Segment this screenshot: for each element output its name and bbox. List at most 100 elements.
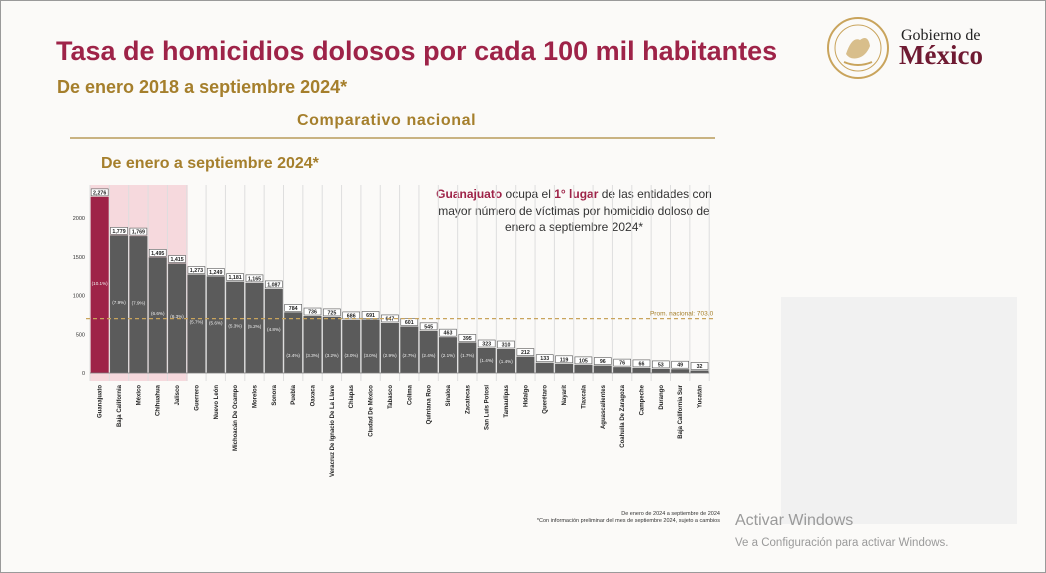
category-label: Chihuahua	[156, 384, 162, 416]
percent-label: (5.7%)	[190, 320, 204, 325]
bar	[187, 274, 206, 373]
value-label: 736	[308, 310, 317, 316]
coat-of-arms-logo	[827, 17, 889, 79]
value-label: 76	[619, 361, 625, 367]
percent-label: (2.9%)	[383, 353, 397, 358]
value-label-box	[245, 274, 264, 283]
percent-label: (3.0%)	[364, 353, 378, 358]
bar	[632, 367, 651, 373]
value-label: 66	[639, 361, 645, 367]
average-label: Prom. nacional: 703.0	[650, 311, 714, 318]
value-label-box	[613, 358, 631, 367]
percent-label: (5.2%)	[248, 324, 262, 329]
percent-label: (5.6%)	[209, 321, 223, 326]
value-label: 49	[677, 363, 683, 369]
value-label-box	[535, 354, 554, 363]
percent-label: (6.6%)	[151, 311, 165, 316]
bar	[477, 348, 496, 373]
value-label: 647	[386, 316, 395, 322]
percent-label: (10.1%)	[92, 281, 109, 286]
value-label-box	[632, 359, 651, 368]
bar	[284, 312, 303, 373]
category-label: Hidalgo	[523, 385, 529, 407]
value-label: 105	[579, 358, 588, 364]
note-state: Guanajuato	[436, 187, 503, 201]
category-label: Durango	[659, 385, 665, 410]
value-label: 1,273	[190, 268, 203, 274]
value-label-box	[90, 188, 109, 197]
percent-label: (3.3%)	[306, 353, 320, 358]
value-label-box	[361, 311, 380, 319]
value-label: 1,165	[248, 276, 261, 282]
value-label: 310	[502, 343, 511, 349]
category-label: Jalisco	[175, 385, 181, 406]
category-label: Baja California Sur	[678, 384, 684, 438]
value-label: 2,276	[93, 190, 106, 196]
footnote-period: De enero de 2024 a septiembre de 2024	[621, 511, 720, 517]
value-label-box	[690, 362, 709, 370]
percent-label: (1.4%)	[499, 359, 513, 364]
value-label: 133	[540, 356, 549, 362]
category-label: Tamaulipas	[504, 384, 510, 417]
value-label: 323	[482, 342, 491, 348]
y-tick-label: 1500	[73, 255, 85, 261]
category-label: Tabasco	[388, 385, 394, 409]
value-label-box	[168, 255, 186, 263]
category-label: Nuevo León	[214, 385, 220, 420]
bar	[303, 316, 322, 373]
bar	[129, 236, 148, 373]
percent-label: (3.4%)	[286, 353, 300, 358]
percent-label: (2.1%)	[441, 353, 455, 358]
percent-label: (7.9%)	[112, 300, 126, 305]
bar	[380, 322, 399, 373]
bar	[342, 319, 361, 373]
value-label-box	[342, 311, 361, 320]
y-tick-label: 0	[82, 371, 85, 377]
bar	[516, 356, 535, 373]
category-label: Nayarit	[562, 385, 568, 405]
value-label: 212	[521, 350, 530, 356]
category-label: Ciudad De México	[369, 385, 375, 437]
y-tick-label: 2000	[73, 216, 85, 222]
value-label: 119	[560, 357, 569, 363]
category-label: Morelos	[252, 384, 258, 408]
category-label: Sonora	[272, 384, 278, 405]
value-label-box	[419, 322, 438, 331]
category-label: Oaxaca	[311, 384, 317, 406]
category-label: Tlaxcala	[581, 384, 587, 408]
bar	[400, 326, 419, 373]
value-label: 1,769	[132, 230, 145, 236]
value-label-box	[652, 360, 670, 369]
value-label-box	[303, 307, 322, 316]
bar	[90, 196, 109, 373]
bar	[555, 363, 574, 373]
government-label: Gobierno de	[901, 27, 981, 44]
y-tick-label: 1000	[73, 294, 85, 300]
bar	[574, 364, 593, 373]
percent-label: (6.3%)	[170, 314, 184, 319]
category-label: Coahuila De Zaragoza	[620, 384, 626, 447]
bar	[264, 288, 283, 373]
page-subtitle: De enero 2018 a septiembre 2024*	[57, 77, 348, 97]
category-label: Chiapas	[349, 384, 355, 408]
value-label-box	[148, 249, 167, 257]
category-label: Guerrero	[194, 385, 200, 411]
value-label: 1,495	[151, 251, 164, 257]
bar	[361, 319, 380, 373]
windows-watermark-subtitle: Ve a Configuración para activar Windows.	[735, 537, 949, 549]
bar	[438, 337, 457, 373]
bar	[651, 368, 670, 373]
value-label: 545	[424, 324, 433, 330]
category-label: México	[136, 385, 142, 406]
value-label-box	[226, 273, 244, 281]
value-label: 686	[347, 313, 356, 319]
percent-label: (2.4%)	[422, 353, 436, 358]
percent-label: (7.9%)	[132, 301, 146, 306]
value-label-box	[187, 266, 206, 274]
government-country: México	[899, 40, 983, 70]
value-label-box	[671, 360, 689, 369]
value-label-box	[206, 268, 225, 276]
category-label: Zacatecas	[465, 384, 471, 414]
bar	[148, 257, 167, 373]
